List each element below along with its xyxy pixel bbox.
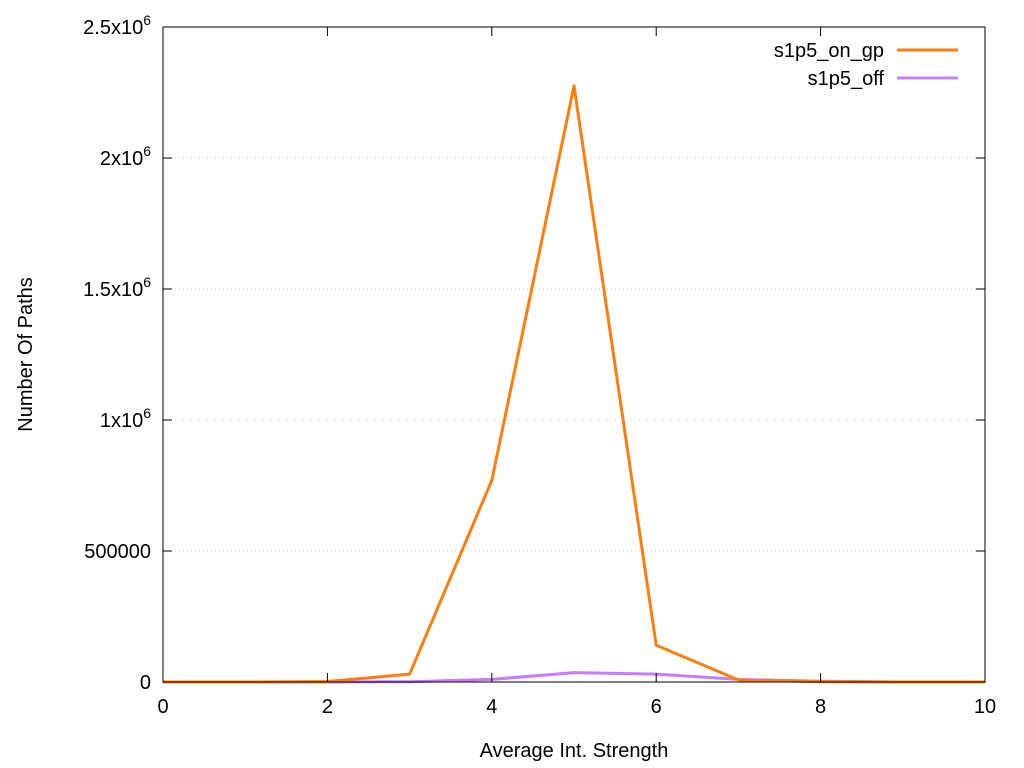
grid-lines bbox=[163, 157, 985, 552]
x-tick-label: 4 bbox=[486, 696, 497, 718]
y-tick-label: 2.5x106 bbox=[83, 12, 151, 39]
plot-frame bbox=[162, 26, 986, 683]
x-tick-label: 8 bbox=[815, 696, 826, 718]
axis-ticks bbox=[162, 26, 986, 683]
y-axis-title: Number Of Paths bbox=[15, 277, 37, 432]
plot-lines bbox=[163, 84, 985, 684]
legend-label-s1p5-off: s1p5_off bbox=[808, 68, 885, 90]
x-tick-label: 2 bbox=[322, 696, 333, 718]
x-tick-label: 10 bbox=[974, 696, 996, 718]
tick-labels: 0 500000 1x106 1.5x106 2x106 2.5x106 0 2 4 6 8 10 bbox=[83, 12, 996, 718]
x-tick-label: 6 bbox=[651, 696, 662, 718]
series-line-s1p5-on-gp bbox=[163, 84, 985, 684]
x-tick-label: 0 bbox=[157, 696, 168, 718]
legend-label-s1p5-on-gp: s1p5_on_gp bbox=[774, 40, 884, 62]
y-tick-label: 2x106 bbox=[100, 143, 151, 170]
y-tick-label: 0 bbox=[140, 672, 151, 694]
legend: s1p5_on_gp s1p5_off bbox=[774, 40, 958, 90]
y-tick-label: 1x106 bbox=[100, 405, 151, 432]
x-axis-title: Average Int. Strength bbox=[480, 740, 669, 762]
y-tick-label: 1.5x106 bbox=[83, 274, 151, 301]
y-tick-label: 500000 bbox=[84, 541, 151, 563]
